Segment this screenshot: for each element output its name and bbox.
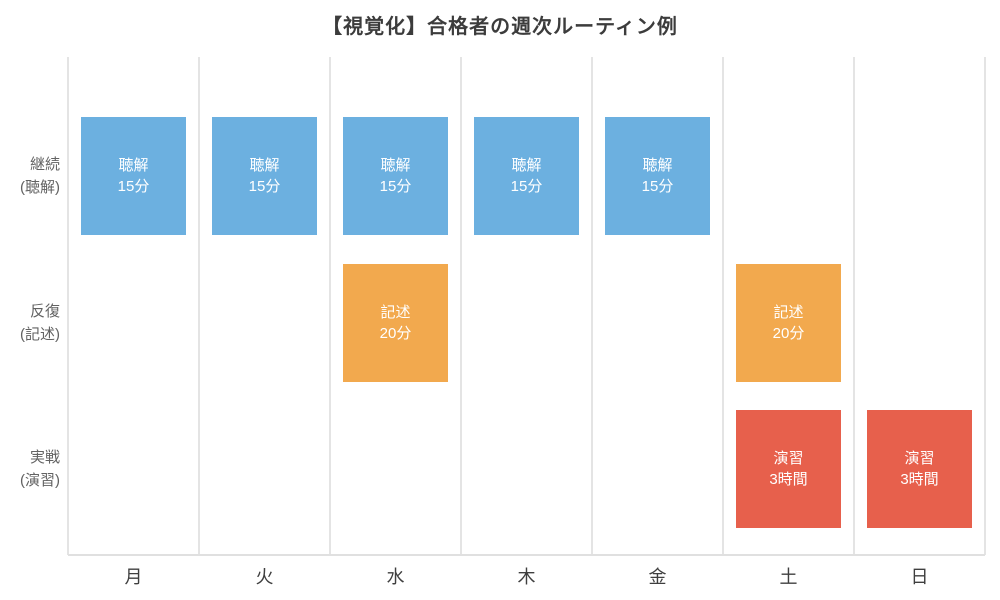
y-axis-label-line2: (演習) (20, 472, 60, 489)
y-axis-label: 実戦 (演習) (0, 410, 60, 528)
grid-line (460, 57, 462, 555)
activity-cell-duration: 15分 (379, 178, 412, 195)
activity-cell-duration: 3時間 (769, 471, 808, 488)
grid-line (329, 57, 331, 555)
x-axis-label: 水 (386, 567, 405, 587)
activity-cell-name: 聴解 (511, 157, 542, 174)
activity-cell-duration: 3時間 (900, 471, 939, 488)
grid-line (198, 57, 200, 555)
activity-cell: 演習 3時間 (736, 410, 841, 528)
y-axis-label: 継続 (聴解) (0, 117, 60, 235)
grid-line (67, 57, 69, 555)
activity-cell-duration: 15分 (117, 178, 150, 195)
activity-cell-name: 演習 (904, 450, 935, 467)
y-axis-label-line1: 継続 (29, 156, 60, 173)
activity-cell-name: 記述 (380, 303, 411, 321)
x-axis-label: 火 (255, 567, 274, 587)
activity-cell-duration: 15分 (510, 178, 543, 195)
activity-cell: 聴解 15分 (474, 117, 579, 235)
activity-cell: 記述 20分 (343, 263, 448, 382)
x-axis-label: 月 (124, 567, 143, 587)
activity-cell: 演習 3時間 (867, 410, 972, 528)
grid-line (984, 57, 986, 555)
x-axis-label: 日 (910, 567, 929, 587)
activity-cell-duration: 20分 (379, 324, 412, 342)
activity-cell-name: 聴解 (118, 157, 149, 174)
y-axis-label-line1: 反復 (29, 302, 60, 320)
x-axis-line (68, 554, 985, 556)
y-axis-label-line2: (聴解) (20, 179, 60, 196)
activity-cell-name: 演習 (773, 450, 804, 467)
activity-cell: 聴解 15分 (605, 117, 710, 235)
activity-cell-name: 聴解 (380, 157, 411, 174)
grid-line (591, 57, 593, 555)
y-axis-label-line1: 実戦 (29, 449, 60, 466)
activity-cell: 記述 20分 (736, 263, 841, 382)
grid-line (722, 57, 724, 555)
activity-cell-name: 聴解 (249, 157, 280, 174)
activity-cell-duration: 15分 (641, 178, 674, 195)
x-axis-label: 土 (779, 567, 798, 587)
chart-title: 【視覚化】合格者の週次ルーティン例 (322, 16, 678, 38)
grid-line (853, 57, 855, 555)
activity-cell: 聴解 15分 (343, 117, 448, 235)
activity-cell-duration: 15分 (248, 178, 281, 195)
activity-cell-name: 聴解 (642, 157, 673, 174)
x-axis-label: 木 (517, 567, 536, 587)
activity-cell: 聴解 15分 (212, 117, 317, 235)
activity-cell-duration: 20分 (772, 324, 805, 342)
y-axis-label-line2: (記述) (20, 325, 60, 343)
plot-area: 聴解 15分 聴解 15分 聴解 15分 聴解 15分 聴解 15分記述 20分 記述 20分演習 3時間… (20, 57, 986, 587)
activity-cell: 聴解 15分 (81, 117, 186, 235)
activity-cell-name: 記述 (773, 303, 804, 321)
x-axis-label: 金 (648, 567, 667, 587)
y-axis-label: 反復 (記述) (0, 264, 60, 382)
